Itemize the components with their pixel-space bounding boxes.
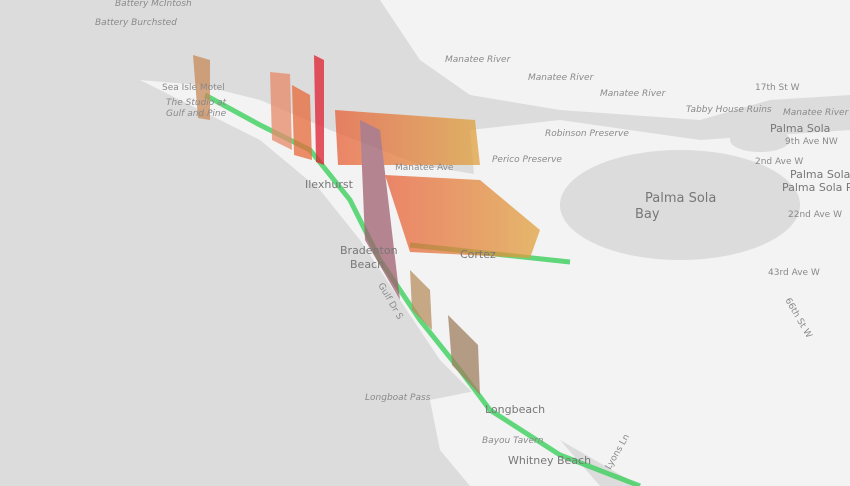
water-label: Manatee River	[528, 73, 595, 83]
street-label: 2nd Ave W	[755, 157, 803, 167]
place-label: Perico Preserve	[492, 155, 562, 165]
place-label: Gulf and Pine	[166, 109, 227, 119]
place-label: Tabby House Ruins	[686, 105, 772, 115]
water-label: Manatee River	[445, 55, 512, 65]
place-label: Battery Burchsted	[95, 18, 177, 28]
bay	[560, 128, 800, 260]
street-label: 9th Ave NW	[785, 137, 838, 147]
bar	[360, 120, 400, 300]
water-label: Palma Sola	[645, 191, 716, 206]
street-label: 22nd Ave W	[788, 210, 842, 220]
water-label: Manatee River	[783, 108, 850, 118]
place-label: Palma Sola Park	[782, 181, 850, 194]
place-label: Longbeach	[485, 403, 545, 416]
place-label: Battery McIntosh	[115, 0, 192, 9]
bar	[385, 175, 540, 258]
place-label: Palma Sola	[790, 168, 850, 181]
bar	[448, 315, 480, 395]
water-label: Longboat Pass	[365, 393, 431, 403]
bar	[314, 55, 324, 165]
place-label: Whitney Beach	[508, 454, 591, 467]
place-label: Robinson Preserve	[545, 129, 629, 139]
place-label: Cortez	[460, 248, 496, 261]
place-label: Bradenton	[340, 244, 398, 257]
place-label: Sea Isle Motel	[162, 83, 225, 93]
street-label: 17th St W	[755, 83, 800, 93]
bar	[410, 270, 432, 330]
place-label: The Studio at	[166, 98, 227, 108]
place-label: Beach	[350, 258, 384, 271]
water-label: Bay	[635, 207, 660, 222]
labels: Battery McIntosh Battery Burchsted Manat…	[95, 0, 850, 472]
water-label: Manatee River	[600, 89, 667, 99]
place-label: Ilexhurst	[305, 178, 354, 191]
place-label: Bayou Tavern	[482, 436, 544, 446]
bar	[270, 72, 292, 150]
street-label: 43rd Ave W	[768, 268, 820, 278]
bar	[292, 85, 312, 160]
street-label: Manatee Ave	[395, 163, 454, 173]
extrusions	[193, 55, 540, 395]
place-label: Palma Sola	[770, 122, 830, 135]
bar	[193, 55, 210, 120]
